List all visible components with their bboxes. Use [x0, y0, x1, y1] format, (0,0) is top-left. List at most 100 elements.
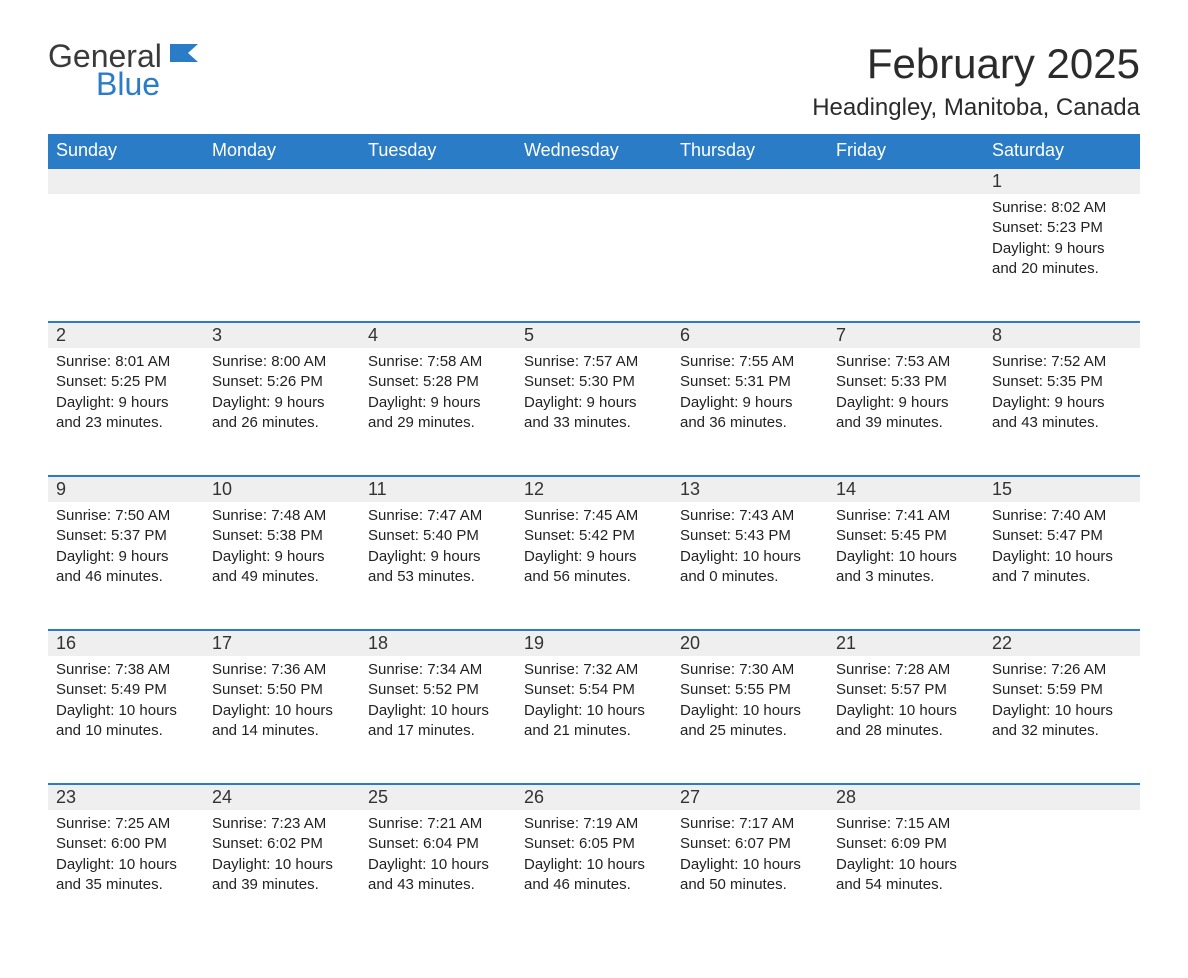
- sunset-line: Sunset: 5:52 PM: [368, 680, 508, 700]
- sunset-line: Sunset: 5:50 PM: [212, 680, 352, 700]
- sunrise-line: Sunrise: 7:17 AM: [680, 814, 820, 834]
- sunset-line: Sunset: 5:45 PM: [836, 526, 976, 546]
- day-content-cell: Sunrise: 7:43 AMSunset: 5:43 PMDaylight:…: [672, 502, 828, 630]
- sunset-line: Sunset: 5:59 PM: [992, 680, 1132, 700]
- sunrise-line: Sunrise: 7:30 AM: [680, 660, 820, 680]
- daylight-line: Daylight: 10 hours and 0 minutes.: [680, 547, 820, 588]
- day-number-row: 9101112131415: [48, 476, 1140, 502]
- sunset-line: Sunset: 5:40 PM: [368, 526, 508, 546]
- sunrise-line: Sunrise: 7:21 AM: [368, 814, 508, 834]
- daylight-line: Daylight: 9 hours and 56 minutes.: [524, 547, 664, 588]
- day-number-cell: 25: [360, 784, 516, 810]
- day-content-cell: Sunrise: 7:52 AMSunset: 5:35 PMDaylight:…: [984, 348, 1140, 476]
- day-number-row: 2345678: [48, 322, 1140, 348]
- day-number-cell: 17: [204, 630, 360, 656]
- day-number-cell: [516, 168, 672, 194]
- day-content-cell: Sunrise: 7:36 AMSunset: 5:50 PMDaylight:…: [204, 656, 360, 784]
- sunset-line: Sunset: 6:04 PM: [368, 834, 508, 854]
- sunset-line: Sunset: 5:31 PM: [680, 372, 820, 392]
- sunset-line: Sunset: 5:49 PM: [56, 680, 196, 700]
- day-content-cell: Sunrise: 7:57 AMSunset: 5:30 PMDaylight:…: [516, 348, 672, 476]
- day-number-cell: 3: [204, 322, 360, 348]
- sunrise-line: Sunrise: 7:50 AM: [56, 506, 196, 526]
- day-number-cell: 23: [48, 784, 204, 810]
- day-number-cell: 11: [360, 476, 516, 502]
- sunrise-line: Sunrise: 7:26 AM: [992, 660, 1132, 680]
- sunrise-line: Sunrise: 7:15 AM: [836, 814, 976, 834]
- sunrise-line: Sunrise: 7:57 AM: [524, 352, 664, 372]
- day-number-row: 232425262728: [48, 784, 1140, 810]
- sunrise-line: Sunrise: 7:58 AM: [368, 352, 508, 372]
- day-content-cell: Sunrise: 7:47 AMSunset: 5:40 PMDaylight:…: [360, 502, 516, 630]
- day-number-cell: 28: [828, 784, 984, 810]
- daylight-line: Daylight: 10 hours and 14 minutes.: [212, 701, 352, 742]
- sunrise-line: Sunrise: 7:45 AM: [524, 506, 664, 526]
- daylight-line: Daylight: 9 hours and 46 minutes.: [56, 547, 196, 588]
- day-content-cell: Sunrise: 7:40 AMSunset: 5:47 PMDaylight:…: [984, 502, 1140, 630]
- location: Headingley, Manitoba, Canada: [812, 94, 1140, 122]
- sunset-line: Sunset: 5:54 PM: [524, 680, 664, 700]
- sunset-line: Sunset: 5:35 PM: [992, 372, 1132, 392]
- weekday-header: Wednesday: [516, 134, 672, 168]
- sunset-line: Sunset: 5:37 PM: [56, 526, 196, 546]
- daylight-line: Daylight: 10 hours and 7 minutes.: [992, 547, 1132, 588]
- day-content-cell: Sunrise: 7:48 AMSunset: 5:38 PMDaylight:…: [204, 502, 360, 630]
- sunrise-line: Sunrise: 7:55 AM: [680, 352, 820, 372]
- logo-text-blue: Blue: [96, 68, 204, 100]
- day-content-cell: Sunrise: 7:55 AMSunset: 5:31 PMDaylight:…: [672, 348, 828, 476]
- day-number-cell: 14: [828, 476, 984, 502]
- sunset-line: Sunset: 5:47 PM: [992, 526, 1132, 546]
- daylight-line: Daylight: 10 hours and 25 minutes.: [680, 701, 820, 742]
- sunset-line: Sunset: 5:28 PM: [368, 372, 508, 392]
- daylight-line: Daylight: 10 hours and 17 minutes.: [368, 701, 508, 742]
- daylight-line: Daylight: 10 hours and 3 minutes.: [836, 547, 976, 588]
- weekday-header: Sunday: [48, 134, 204, 168]
- day-content-cell: Sunrise: 8:02 AMSunset: 5:23 PMDaylight:…: [984, 194, 1140, 322]
- weekday-header: Saturday: [984, 134, 1140, 168]
- day-number-cell: 12: [516, 476, 672, 502]
- day-content-cell: Sunrise: 8:01 AMSunset: 5:25 PMDaylight:…: [48, 348, 204, 476]
- weekday-header: Monday: [204, 134, 360, 168]
- day-content-cell: Sunrise: 7:50 AMSunset: 5:37 PMDaylight:…: [48, 502, 204, 630]
- sunset-line: Sunset: 5:55 PM: [680, 680, 820, 700]
- day-number-cell: 18: [360, 630, 516, 656]
- day-content-cell: Sunrise: 7:41 AMSunset: 5:45 PMDaylight:…: [828, 502, 984, 630]
- sunrise-line: Sunrise: 7:34 AM: [368, 660, 508, 680]
- sunset-line: Sunset: 6:05 PM: [524, 834, 664, 854]
- day-content-cell: Sunrise: 7:38 AMSunset: 5:49 PMDaylight:…: [48, 656, 204, 784]
- day-content-cell: Sunrise: 7:21 AMSunset: 6:04 PMDaylight:…: [360, 810, 516, 938]
- sunrise-line: Sunrise: 7:48 AM: [212, 506, 352, 526]
- sunset-line: Sunset: 5:30 PM: [524, 372, 664, 392]
- sunrise-line: Sunrise: 7:47 AM: [368, 506, 508, 526]
- sunrise-line: Sunrise: 7:41 AM: [836, 506, 976, 526]
- day-number-cell: [984, 784, 1140, 810]
- sunset-line: Sunset: 6:07 PM: [680, 834, 820, 854]
- sunset-line: Sunset: 5:42 PM: [524, 526, 664, 546]
- day-content-cell: Sunrise: 7:32 AMSunset: 5:54 PMDaylight:…: [516, 656, 672, 784]
- sunset-line: Sunset: 6:02 PM: [212, 834, 352, 854]
- day-content-cell: [204, 194, 360, 322]
- day-number-cell: 10: [204, 476, 360, 502]
- day-number-cell: [672, 168, 828, 194]
- sunrise-line: Sunrise: 7:53 AM: [836, 352, 976, 372]
- day-content-cell: Sunrise: 7:26 AMSunset: 5:59 PMDaylight:…: [984, 656, 1140, 784]
- day-content-cell: [516, 194, 672, 322]
- day-content-cell: Sunrise: 7:34 AMSunset: 5:52 PMDaylight:…: [360, 656, 516, 784]
- title-block: February 2025 Headingley, Manitoba, Cana…: [812, 40, 1140, 122]
- day-number-row: 1: [48, 168, 1140, 194]
- day-number-cell: 19: [516, 630, 672, 656]
- day-content-row: Sunrise: 8:01 AMSunset: 5:25 PMDaylight:…: [48, 348, 1140, 476]
- day-number-cell: 20: [672, 630, 828, 656]
- day-content-row: Sunrise: 7:50 AMSunset: 5:37 PMDaylight:…: [48, 502, 1140, 630]
- daylight-line: Daylight: 10 hours and 35 minutes.: [56, 855, 196, 896]
- sunrise-line: Sunrise: 8:00 AM: [212, 352, 352, 372]
- sunrise-line: Sunrise: 7:32 AM: [524, 660, 664, 680]
- day-content-cell: [672, 194, 828, 322]
- daylight-line: Daylight: 10 hours and 21 minutes.: [524, 701, 664, 742]
- sunrise-line: Sunrise: 8:02 AM: [992, 198, 1132, 218]
- daylight-line: Daylight: 10 hours and 28 minutes.: [836, 701, 976, 742]
- day-content-cell: Sunrise: 7:25 AMSunset: 6:00 PMDaylight:…: [48, 810, 204, 938]
- logo: General Blue: [48, 40, 204, 100]
- sunrise-line: Sunrise: 7:40 AM: [992, 506, 1132, 526]
- weekday-header: Friday: [828, 134, 984, 168]
